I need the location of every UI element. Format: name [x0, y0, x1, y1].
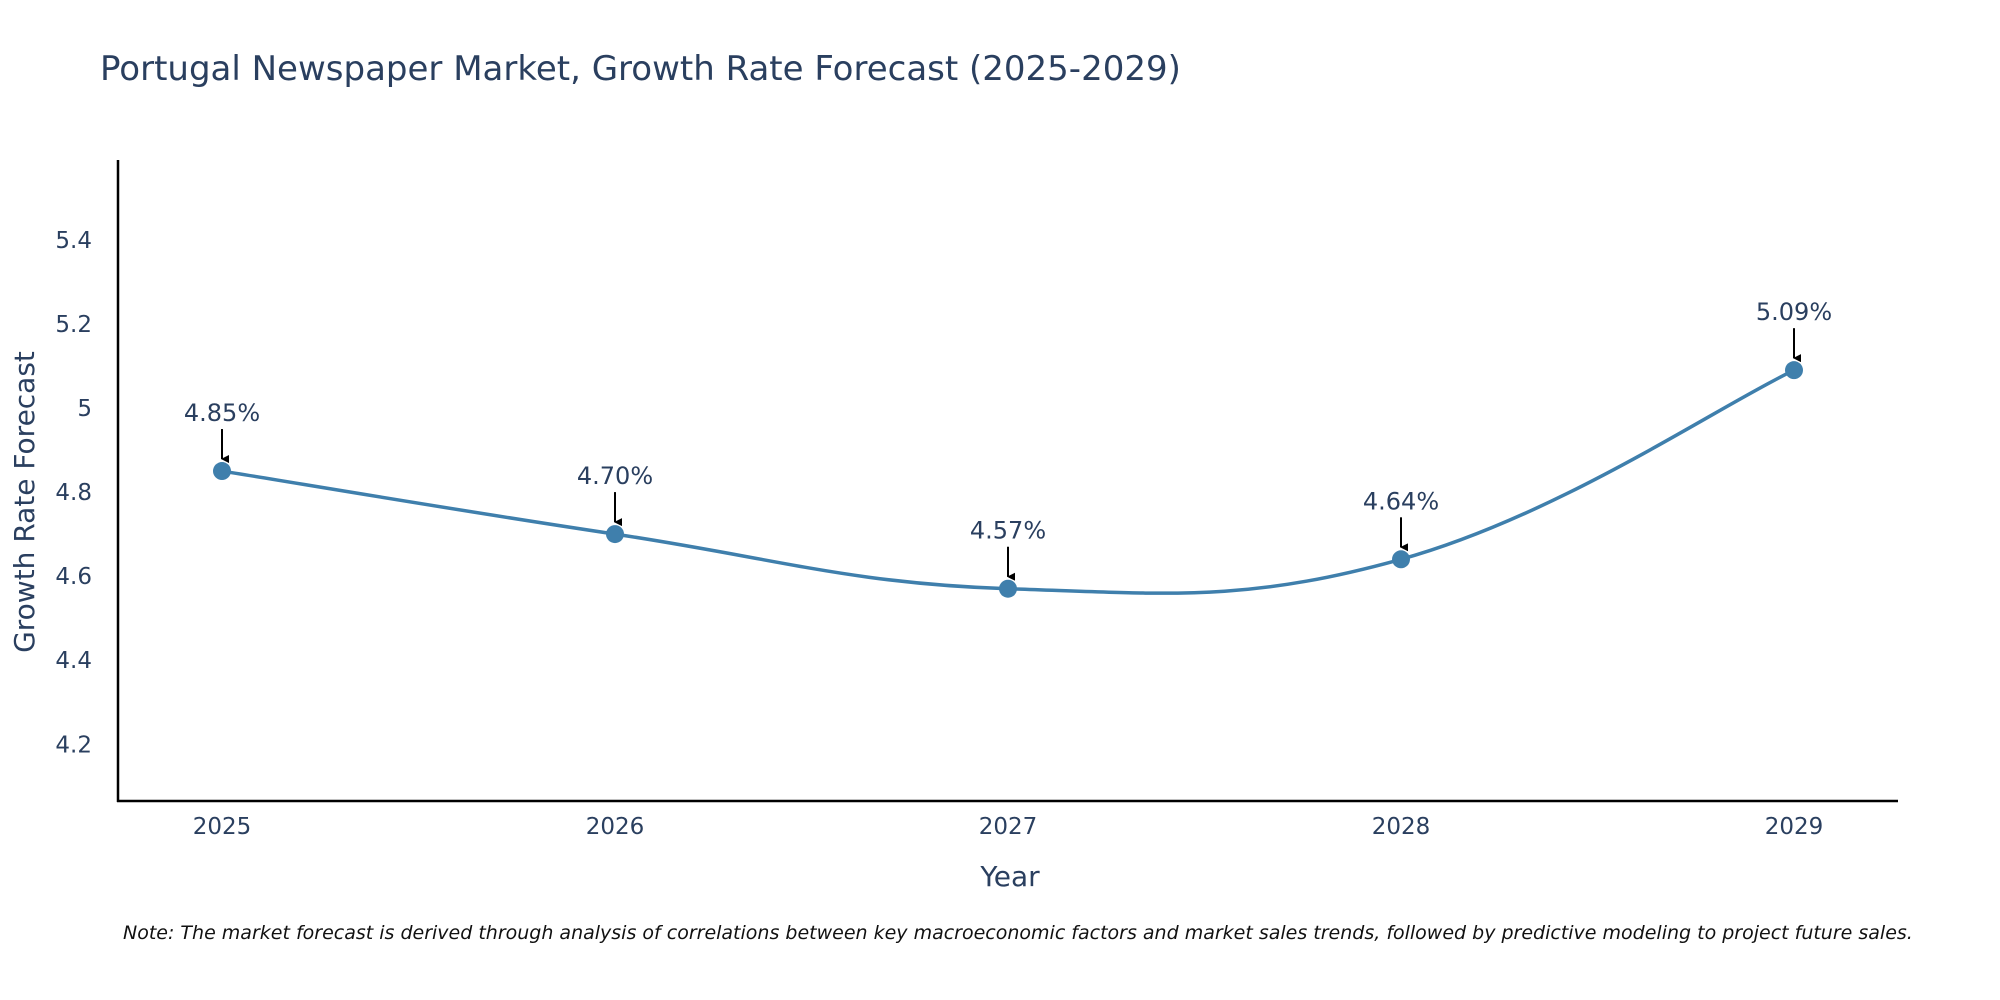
y-axis-title: Growth Rate Forecast — [8, 351, 41, 653]
x-axis-title: Year — [979, 860, 1040, 893]
plot-area: 4.2 4.4 4.6 4.8 5 5.2 5.4 2025 2026 2027 2028 2029 4… — [55, 160, 1898, 840]
y-tick-label: 4.6 — [55, 564, 92, 590]
data-label: 4.70% — [577, 462, 653, 490]
x-tick-label: 2027 — [979, 814, 1038, 840]
y-tick-label: 5.4 — [55, 228, 92, 254]
y-tick-label: 5.2 — [55, 312, 92, 338]
x-tick-label: 2025 — [193, 814, 252, 840]
data-point — [1785, 361, 1803, 380]
data-label: 5.09% — [1756, 298, 1832, 326]
x-tick-label: 2028 — [1372, 814, 1431, 840]
data-point — [1392, 550, 1410, 569]
data-label: 4.64% — [1363, 487, 1439, 515]
x-tick-label: 2026 — [586, 814, 645, 840]
footnote: Note: The market forecast is derived thr… — [123, 922, 1913, 944]
y-tick-label: 4.8 — [55, 480, 92, 506]
data-point — [606, 525, 624, 544]
y-tick-label: 4.2 — [55, 732, 92, 758]
data-point — [213, 462, 231, 481]
y-tick-label: 4.4 — [55, 648, 92, 674]
data-label: 4.57% — [970, 517, 1046, 545]
chart-title: Portugal Newspaper Market, Growth Rate F… — [100, 49, 1181, 89]
data-point — [999, 579, 1017, 598]
x-tick-label: 2029 — [1765, 814, 1824, 840]
y-tick-label: 5 — [77, 396, 92, 422]
data-label: 4.85% — [184, 399, 260, 427]
